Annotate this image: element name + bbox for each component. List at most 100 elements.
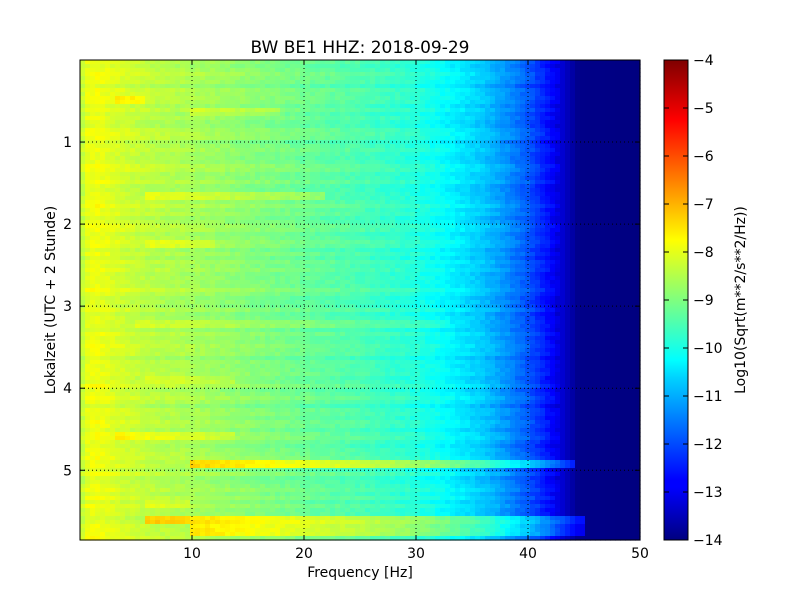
heatmap-cell (200, 200, 206, 205)
heatmap-cell (460, 168, 466, 173)
heatmap-cell (105, 160, 111, 165)
heatmap-cell (220, 140, 226, 145)
heatmap-cell (270, 132, 276, 137)
heatmap-cell (395, 148, 401, 153)
heatmap-cell (465, 168, 471, 173)
heatmap-cell (255, 80, 261, 85)
heatmap-cell (165, 160, 171, 165)
heatmap-cell (265, 180, 271, 185)
heatmap-cell (305, 224, 311, 229)
heatmap-cell (440, 180, 446, 185)
heatmap-cell (415, 108, 421, 113)
heatmap-cell (455, 116, 461, 121)
heatmap-cell (375, 68, 381, 73)
heatmap-cell (450, 88, 456, 93)
heatmap-cell (100, 224, 106, 229)
heatmap-cell (520, 108, 526, 113)
heatmap-cell (320, 140, 326, 145)
heatmap-cell (85, 100, 91, 105)
heatmap-cell (620, 172, 626, 177)
heatmap-cell (355, 132, 361, 137)
heatmap-cell (375, 100, 381, 105)
heatmap-cell (260, 168, 266, 173)
heatmap-cell (170, 204, 176, 209)
heatmap-cell (450, 148, 456, 153)
heatmap-cell (130, 232, 136, 237)
heatmap-cell (220, 84, 226, 89)
heatmap-cell (310, 232, 316, 237)
heatmap-cell (370, 172, 376, 177)
heatmap-cell (540, 176, 546, 181)
heatmap-cell (545, 72, 551, 77)
heatmap-cell (445, 152, 451, 157)
heatmap-cell (295, 180, 301, 185)
heatmap-cell (450, 72, 456, 77)
heatmap-cell (595, 220, 601, 225)
heatmap-cell (600, 92, 606, 97)
heatmap-cell (305, 132, 311, 137)
heatmap-cell (100, 188, 106, 193)
heatmap-cell (110, 232, 116, 237)
heatmap-cell (555, 180, 561, 185)
heatmap-cell (610, 136, 616, 141)
heatmap-cell (250, 60, 256, 65)
heatmap-cell (180, 232, 186, 237)
heatmap-cell (600, 204, 606, 209)
heatmap-cell (590, 148, 596, 153)
heatmap-cell (530, 192, 536, 197)
heatmap-cell (505, 152, 511, 157)
heatmap-cell (615, 196, 621, 201)
heatmap-cell (275, 196, 281, 201)
heatmap-cell (560, 80, 566, 85)
heatmap-cell (555, 136, 561, 141)
heatmap-cell (295, 152, 301, 157)
heatmap-cell (185, 148, 191, 153)
heatmap-cell (305, 84, 311, 89)
heatmap-cell (605, 204, 611, 209)
heatmap-cell (395, 212, 401, 217)
heatmap-cell (310, 184, 316, 189)
heatmap-cell (455, 176, 461, 181)
heatmap-cell (85, 188, 91, 193)
heatmap-cell (185, 120, 191, 125)
heatmap-cell (590, 176, 596, 181)
heatmap-cell (390, 232, 396, 237)
heatmap-cell (510, 164, 516, 169)
heatmap-cell (395, 180, 401, 185)
heatmap-cell (300, 88, 306, 93)
heatmap-cell (625, 184, 631, 189)
heatmap-cell (275, 92, 281, 97)
heatmap-cell (555, 128, 561, 133)
heatmap-cell (310, 148, 316, 153)
heatmap-cell (525, 96, 531, 101)
heatmap-cell (575, 112, 581, 117)
heatmap-cell (585, 136, 591, 141)
heatmap-cell (240, 152, 246, 157)
heatmap-cell (515, 180, 521, 185)
heatmap-cell (285, 120, 291, 125)
heatmap-cell (410, 64, 416, 69)
heatmap-cell (300, 220, 306, 225)
heatmap-cell (495, 224, 501, 229)
heatmap-cell (485, 196, 491, 201)
heatmap-cell (270, 212, 276, 217)
heatmap-cell (485, 152, 491, 157)
heatmap-cell (570, 172, 576, 177)
heatmap-cell (275, 192, 281, 197)
heatmap-cell (105, 180, 111, 185)
heatmap-cell (535, 120, 541, 125)
heatmap-cell (480, 136, 486, 141)
heatmap-cell (580, 232, 586, 237)
heatmap-cell (390, 64, 396, 69)
heatmap-cell (320, 188, 326, 193)
heatmap-cell (110, 120, 116, 125)
heatmap-cell (370, 68, 376, 73)
heatmap-cell (385, 108, 391, 113)
heatmap-cell (245, 236, 251, 241)
heatmap-cell (430, 80, 436, 85)
heatmap-cell (635, 232, 641, 237)
heatmap-cell (95, 112, 101, 117)
heatmap-cell (525, 116, 531, 121)
heatmap-cell (575, 200, 581, 205)
heatmap-cell (625, 84, 631, 89)
